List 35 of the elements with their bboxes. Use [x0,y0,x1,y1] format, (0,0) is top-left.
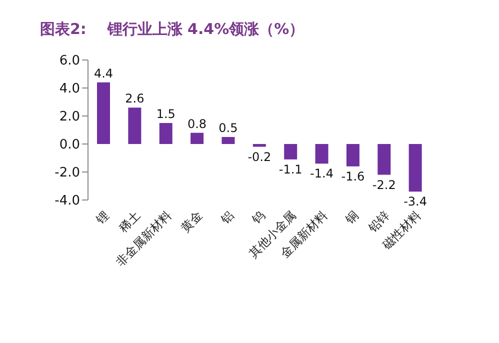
x-tick-label: 锂 [92,208,112,228]
data-label: -3.4 [404,194,428,209]
bar [128,108,142,144]
bar [252,144,266,147]
y-tick-label: 4.0 [59,82,80,97]
chart-title: 图表2: 锂行业上涨 4.4%领涨（%） [40,20,304,39]
y-tick-label: -2.0 [54,166,80,181]
data-label: -2.2 [372,178,396,192]
data-label: 2.6 [125,92,144,106]
y-tick-label: 0.0 [59,138,80,153]
bar [284,144,298,160]
bar [159,123,172,144]
data-label: -1.6 [341,169,365,184]
bar [190,132,204,144]
y-tick-label: 2.0 [59,110,80,125]
x-tick-label: 铜 [342,208,362,228]
x-tick-label: 铅锌 [364,208,392,236]
x-tick-label: 钨 [248,208,268,228]
bar [378,144,391,175]
data-label: -0.2 [248,150,272,164]
x-tick-label: 铝 [217,208,236,228]
y-tick-label: -4.0 [54,194,80,209]
bar [346,144,360,166]
bar [97,82,110,144]
data-label: 0.5 [218,121,238,135]
bar [315,144,328,164]
data-label: 4.4 [94,66,114,80]
y-tick-label: 6.0 [59,54,80,69]
bar [222,137,235,144]
data-label: 1.5 [156,107,176,121]
data-label: 0.8 [188,116,207,131]
bar [408,144,422,192]
data-label: -1.4 [310,166,334,181]
x-tick-label: 黄金 [178,208,206,236]
data-label: -1.1 [278,162,302,176]
